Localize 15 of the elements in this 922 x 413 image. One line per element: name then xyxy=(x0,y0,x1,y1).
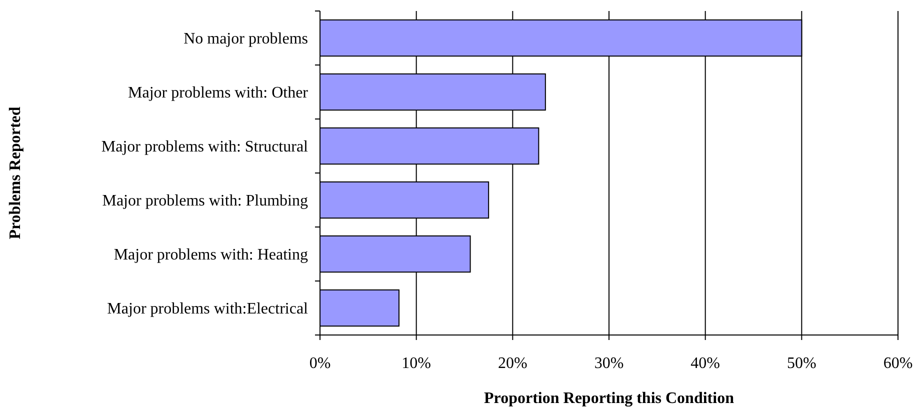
x-axis-title: Proportion Reporting this Condition xyxy=(484,390,734,407)
x-tick-label: 50% xyxy=(787,355,816,372)
y-tick-label: Major problems with: Plumbing xyxy=(102,192,308,210)
y-axis-title: Problems Reported xyxy=(7,106,24,240)
x-tick-label: 60% xyxy=(883,355,913,372)
y-tick-label: Major problems with:Electrical xyxy=(107,300,309,318)
x-tick-label: 40% xyxy=(690,355,720,372)
y-tick-label: No major problems xyxy=(184,30,308,48)
x-tick-label: 20% xyxy=(498,355,528,372)
y-tick-label: Major problems with: Structural xyxy=(101,138,309,156)
x-tick-label: 0% xyxy=(309,355,331,372)
y-tick-label: Major problems with: Other xyxy=(128,84,309,102)
x-tick-label: 10% xyxy=(402,355,431,372)
x-tick-label: 30% xyxy=(594,355,624,372)
y-tick-label: Major problems with: Heating xyxy=(114,246,308,264)
